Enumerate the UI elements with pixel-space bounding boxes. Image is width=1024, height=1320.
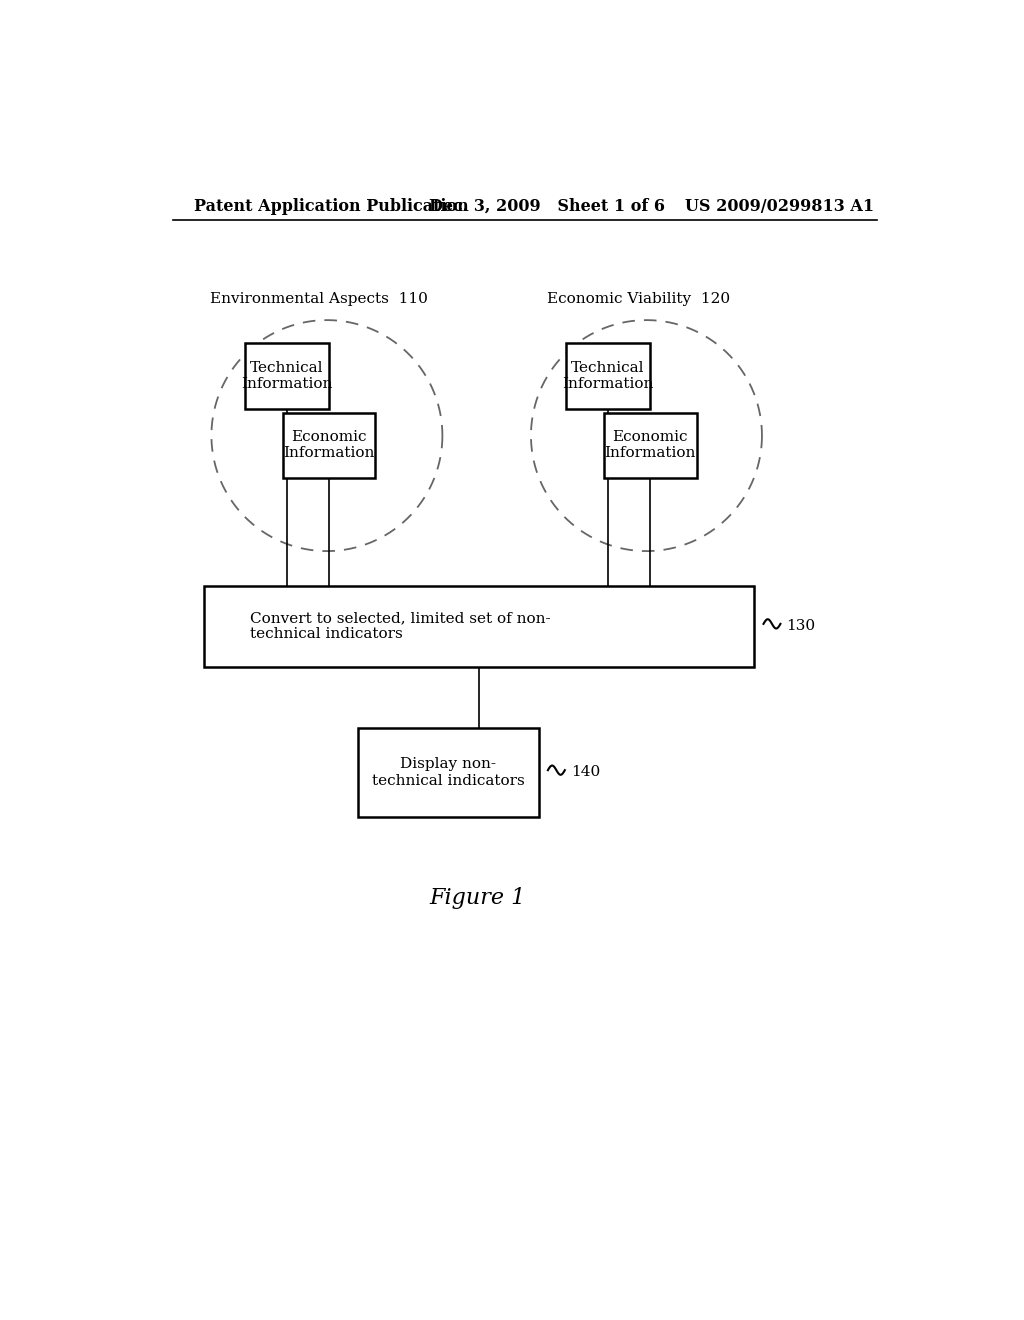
Text: Display non-
technical indicators: Display non- technical indicators	[372, 758, 524, 788]
Text: Economic Viability  120: Economic Viability 120	[547, 292, 730, 306]
Text: Technical
Information: Technical Information	[562, 360, 653, 391]
Text: Technical
Information: Technical Information	[242, 360, 333, 391]
Text: Economic
Information: Economic Information	[284, 430, 375, 461]
FancyBboxPatch shape	[604, 412, 696, 478]
Text: Figure 1: Figure 1	[429, 887, 525, 908]
FancyBboxPatch shape	[357, 729, 539, 817]
Text: US 2009/0299813 A1: US 2009/0299813 A1	[685, 198, 874, 215]
Text: 140: 140	[571, 766, 600, 780]
FancyBboxPatch shape	[565, 343, 650, 409]
FancyBboxPatch shape	[245, 343, 330, 409]
Text: Dec. 3, 2009   Sheet 1 of 6: Dec. 3, 2009 Sheet 1 of 6	[429, 198, 666, 215]
FancyBboxPatch shape	[204, 586, 755, 667]
Text: Patent Application Publication: Patent Application Publication	[194, 198, 468, 215]
FancyBboxPatch shape	[283, 412, 376, 478]
Text: Economic
Information: Economic Information	[604, 430, 696, 461]
Text: 130: 130	[786, 619, 816, 634]
Text: Environmental Aspects  110: Environmental Aspects 110	[210, 292, 428, 306]
Text: Convert to selected, limited set of non-
technical indicators: Convert to selected, limited set of non-…	[250, 611, 551, 642]
